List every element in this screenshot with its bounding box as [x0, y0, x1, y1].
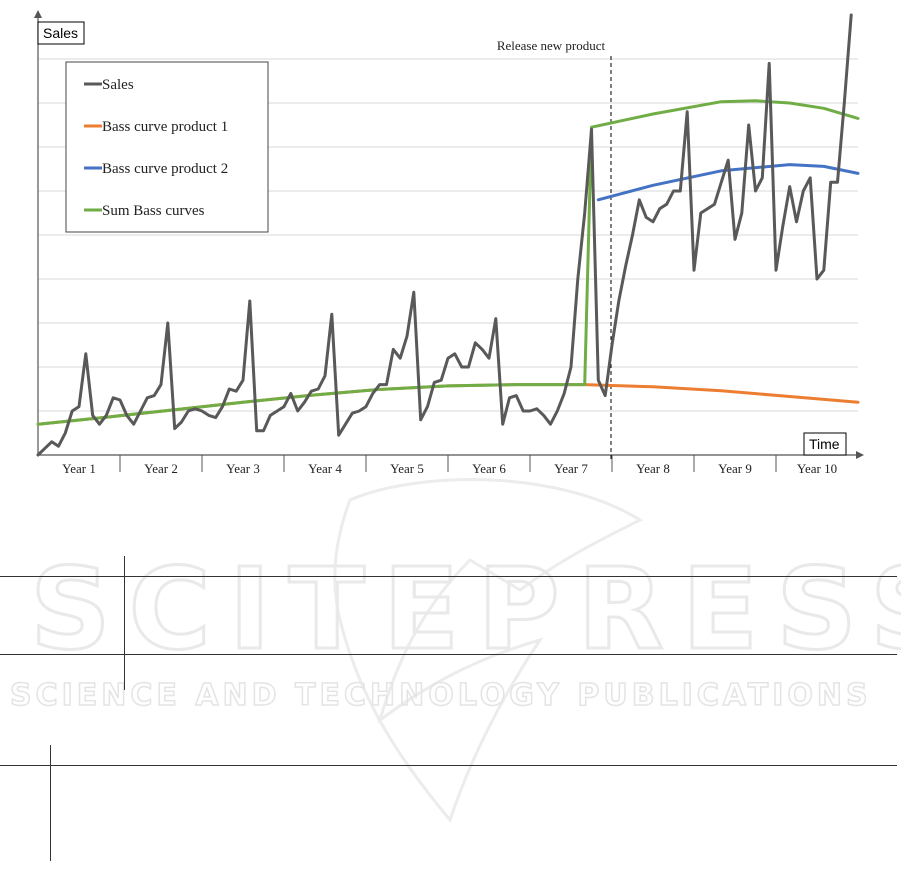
x-axis-year-labels: Year 1 Year 2 Year 3 Year 4 Year 5 Year 6 Year…	[62, 455, 837, 476]
series-line-bass-curve-product-1	[36, 383, 860, 426]
series-lines	[36, 13, 860, 457]
legend: Sales Bass curve product 1 Bass curve prod…	[65, 61, 269, 233]
y-axis-arrow-icon	[34, 10, 42, 18]
release-annotation-label: Release new product	[497, 38, 606, 53]
watermark-brand: SCITEPRESS	[30, 545, 901, 675]
x-axis-label: Time	[809, 436, 840, 452]
year-label: Year 8	[636, 461, 670, 476]
legend-label: Sales	[102, 77, 134, 93]
year-label: Year 3	[226, 461, 260, 476]
watermark: SCITEPRESS SCIENCE AND TECHNOLOGY PUBLIC…	[9, 478, 901, 824]
year-label: Year 7	[554, 461, 588, 476]
y-axis-label-box	[37, 21, 85, 45]
series-line-sales	[36, 13, 853, 457]
x-axis-label-box	[803, 432, 847, 456]
year-label: Year 6	[472, 461, 506, 476]
year-label: Year 5	[390, 461, 424, 476]
legend-label: Bass curve product 2	[102, 161, 228, 177]
legend-label: Sum Bass curves	[102, 203, 205, 219]
legend-label: Bass curve product 1	[102, 119, 228, 135]
watermark-logo-shape	[333, 478, 644, 824]
y-axis-label: Sales	[43, 25, 78, 41]
year-label: Year 4	[308, 461, 342, 476]
year-label: Year 10	[797, 461, 837, 476]
series-line-bass-curve-product-2	[596, 163, 860, 202]
year-label: Year 9	[718, 461, 752, 476]
x-axis-arrow-icon	[856, 451, 864, 459]
year-label: Year 2	[144, 461, 178, 476]
watermark-tagline: SCIENCE AND TECHNOLOGY PUBLICATIONS	[10, 678, 872, 713]
legend-box	[65, 61, 269, 233]
year-label: Year 1	[62, 461, 96, 476]
series-line-sum-bass-curves	[36, 99, 860, 426]
